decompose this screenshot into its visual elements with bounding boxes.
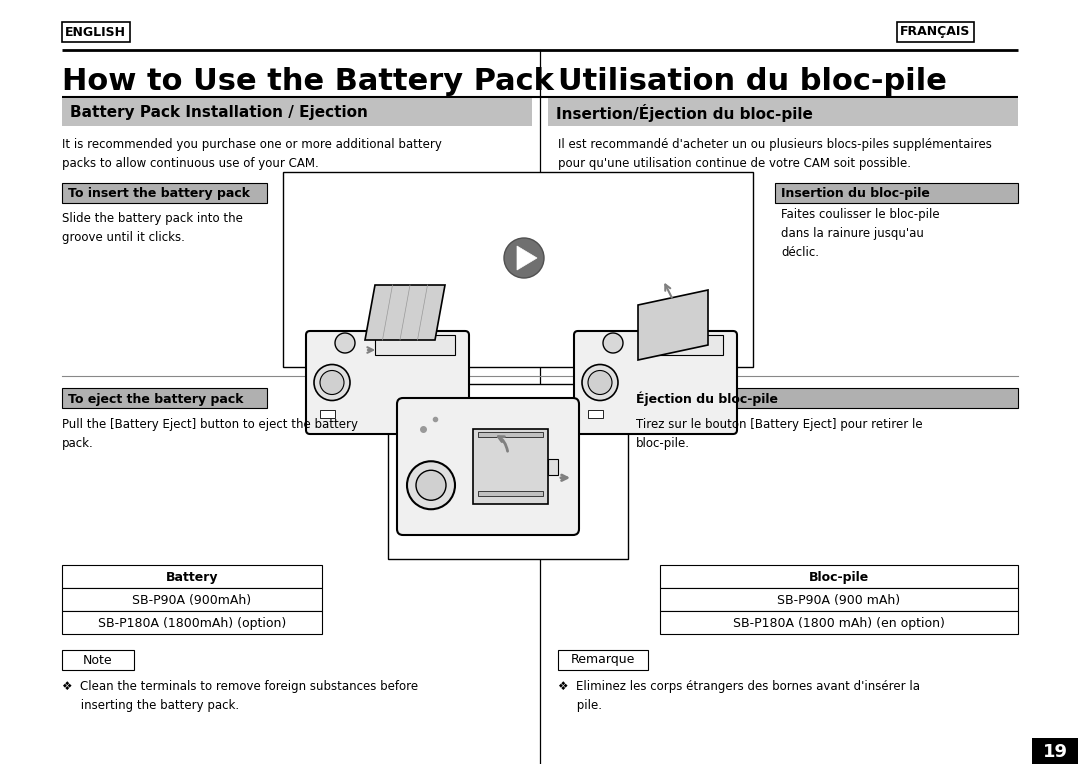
Bar xyxy=(630,388,1018,408)
Bar xyxy=(375,335,455,355)
Polygon shape xyxy=(638,290,708,360)
FancyBboxPatch shape xyxy=(397,398,579,535)
Bar xyxy=(320,410,335,418)
Bar xyxy=(62,388,267,408)
Text: Tirez sur le bouton [Battery Eject] pour retirer le
bloc-pile.: Tirez sur le bouton [Battery Eject] pour… xyxy=(636,418,922,450)
FancyBboxPatch shape xyxy=(573,331,737,434)
Bar xyxy=(62,183,267,203)
Bar xyxy=(62,611,322,634)
Bar xyxy=(558,650,648,670)
Circle shape xyxy=(416,471,446,500)
Bar xyxy=(660,565,1018,588)
Bar xyxy=(62,588,322,611)
Text: Bloc-pile: Bloc-pile xyxy=(809,571,869,584)
Circle shape xyxy=(588,371,612,394)
Bar xyxy=(660,588,1018,611)
Circle shape xyxy=(335,333,355,353)
Bar xyxy=(588,410,603,418)
Bar xyxy=(548,98,1018,126)
Text: Slide the battery pack into the
groove until it clicks.: Slide the battery pack into the groove u… xyxy=(62,212,243,244)
Text: ❖  Eliminez les corps étrangers des bornes avant d'insérer la
     pile.: ❖ Eliminez les corps étrangers des borne… xyxy=(558,680,920,712)
Circle shape xyxy=(603,333,623,353)
Polygon shape xyxy=(365,285,445,340)
Bar xyxy=(643,335,723,355)
Bar xyxy=(473,429,548,504)
Text: Faites coulisser le bloc-pile
dans la rainure jusqu'au
déclic.: Faites coulisser le bloc-pile dans la ra… xyxy=(781,208,940,259)
Bar xyxy=(478,432,543,437)
Bar xyxy=(660,611,1018,634)
Bar xyxy=(1032,738,1078,764)
Circle shape xyxy=(407,461,455,510)
Text: How to Use the Battery Pack: How to Use the Battery Pack xyxy=(62,67,554,96)
FancyBboxPatch shape xyxy=(306,331,469,434)
Text: To insert the battery pack: To insert the battery pack xyxy=(68,187,249,200)
Circle shape xyxy=(314,364,350,400)
Text: SB-P90A (900mAh): SB-P90A (900mAh) xyxy=(133,594,252,607)
Text: ENGLISH: ENGLISH xyxy=(65,25,126,38)
Text: Battery: Battery xyxy=(165,571,218,584)
Text: SB-P180A (1800mAh) (option): SB-P180A (1800mAh) (option) xyxy=(98,617,286,630)
Bar xyxy=(62,650,134,670)
Circle shape xyxy=(320,371,345,394)
Circle shape xyxy=(582,364,618,400)
Text: 19: 19 xyxy=(1042,743,1067,761)
Bar xyxy=(62,565,322,588)
Bar xyxy=(62,98,532,126)
Text: Battery Pack Installation / Ejection: Battery Pack Installation / Ejection xyxy=(70,105,368,121)
Bar xyxy=(775,183,1018,203)
Bar xyxy=(478,491,543,496)
Text: To eject the battery pack: To eject the battery pack xyxy=(68,393,243,406)
Text: Insertion du bloc-pile: Insertion du bloc-pile xyxy=(781,187,930,200)
Bar xyxy=(548,458,558,474)
Polygon shape xyxy=(517,246,537,270)
Text: Utilisation du bloc-pile: Utilisation du bloc-pile xyxy=(558,67,947,96)
Text: SB-P180A (1800 mAh) (en option): SB-P180A (1800 mAh) (en option) xyxy=(733,617,945,630)
Text: It is recommended you purchase one or more additional battery
packs to allow con: It is recommended you purchase one or mo… xyxy=(62,138,442,170)
Text: Éjection du bloc-pile: Éjection du bloc-pile xyxy=(636,392,778,406)
Text: Note: Note xyxy=(83,653,112,666)
Bar xyxy=(388,384,627,559)
Bar xyxy=(283,172,753,367)
Text: SB-P90A (900 mAh): SB-P90A (900 mAh) xyxy=(778,594,901,607)
Text: ❖  Clean the terminals to remove foreign substances before
     inserting the ba: ❖ Clean the terminals to remove foreign … xyxy=(62,680,418,712)
Text: Insertion/Éjection du bloc-pile: Insertion/Éjection du bloc-pile xyxy=(556,104,813,122)
Text: Pull the [Battery Eject] button to eject the battery
pack.: Pull the [Battery Eject] button to eject… xyxy=(62,418,357,450)
Circle shape xyxy=(504,238,544,278)
Text: FRANÇAIS: FRANÇAIS xyxy=(900,25,970,38)
Text: Il est recommandé d'acheter un ou plusieurs blocs-piles supplémentaires
pour qu': Il est recommandé d'acheter un ou plusie… xyxy=(558,138,991,170)
Text: Remarque: Remarque xyxy=(571,653,635,666)
